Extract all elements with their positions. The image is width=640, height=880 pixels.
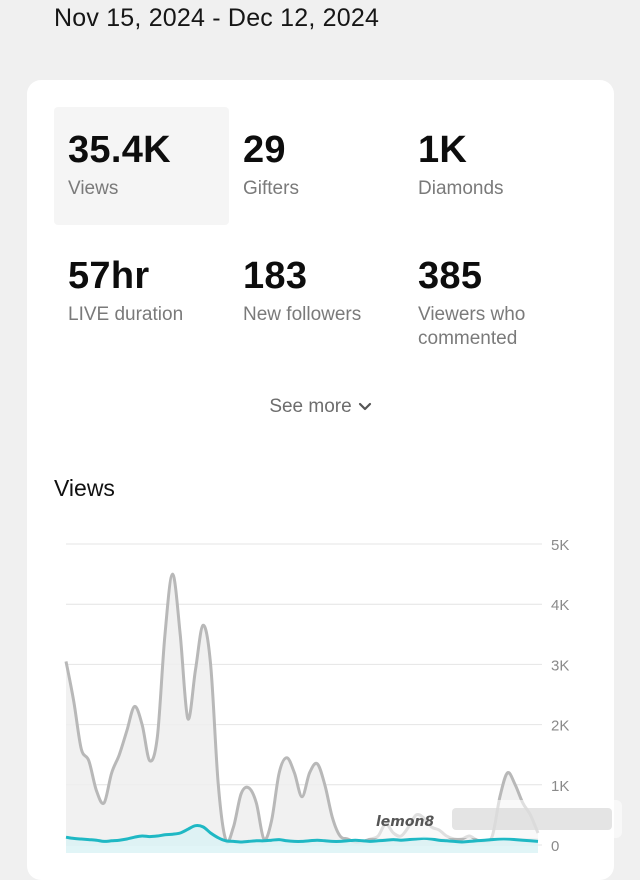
secondary-series-line (65, 824, 539, 844)
stat-live-duration[interactable]: 57hr LIVE duration (54, 233, 229, 351)
see-more-label: See more (269, 396, 352, 418)
views-series-line (64, 572, 540, 844)
stat-gifters[interactable]: 29 Gifters (229, 107, 404, 225)
stat-viewers-commented[interactable]: 385 Viewers who commented (404, 233, 579, 351)
stat-label: New followers (243, 304, 362, 325)
stat-value: 35.4K (68, 129, 171, 171)
stat-new-followers[interactable]: 183 New followers (229, 233, 404, 351)
stat-label: Viewers who commented (418, 304, 526, 349)
y-tick-label: 4K (551, 597, 569, 614)
stat-label: LIVE duration (68, 304, 184, 325)
views-area-fill (66, 574, 538, 845)
stat-value: 385 (418, 255, 483, 297)
stat-views[interactable]: 35.4K Views (54, 107, 229, 225)
views-section-title: Views (54, 475, 115, 501)
chevron-down-icon (358, 396, 372, 418)
stat-label: Diamonds (418, 178, 504, 199)
lemon8-watermark: lemon8 (362, 800, 622, 838)
stat-value: 29 (243, 129, 286, 171)
y-tick-label: 2K (551, 718, 569, 735)
y-tick-label: 1K (551, 778, 569, 795)
y-tick-label: 5K (551, 537, 569, 554)
views-chart: 5K 4K 3K 2K 1K 0 (64, 537, 569, 853)
stat-value: 183 (243, 255, 308, 297)
stat-diamonds[interactable]: 1K Diamonds (404, 107, 579, 225)
date-range-title: Nov 15, 2024 - Dec 12, 2024 (54, 4, 380, 32)
y-tick-label: 3K (551, 657, 569, 674)
y-tick-label: 0 (551, 838, 559, 853)
stat-label: Gifters (243, 178, 299, 199)
stat-value: 57hr (68, 255, 150, 297)
stat-label: Views (68, 178, 119, 199)
watermark-logo-text: lemon8 (376, 814, 434, 830)
see-more-button[interactable]: See more (27, 396, 614, 418)
stat-value: 1K (418, 129, 468, 171)
